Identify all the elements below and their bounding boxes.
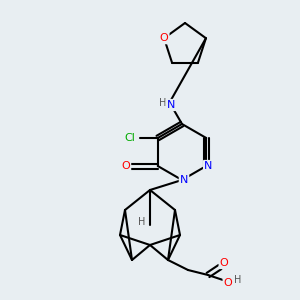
- Text: H: H: [234, 275, 242, 285]
- Text: Cl: Cl: [124, 133, 135, 143]
- Text: O: O: [160, 33, 169, 43]
- Text: O: O: [224, 278, 232, 288]
- Text: N: N: [167, 100, 175, 110]
- Text: H: H: [159, 98, 167, 108]
- Text: O: O: [220, 258, 228, 268]
- Text: H: H: [138, 217, 146, 227]
- Text: N: N: [204, 161, 212, 171]
- Text: N: N: [180, 175, 188, 185]
- Text: O: O: [122, 161, 130, 171]
